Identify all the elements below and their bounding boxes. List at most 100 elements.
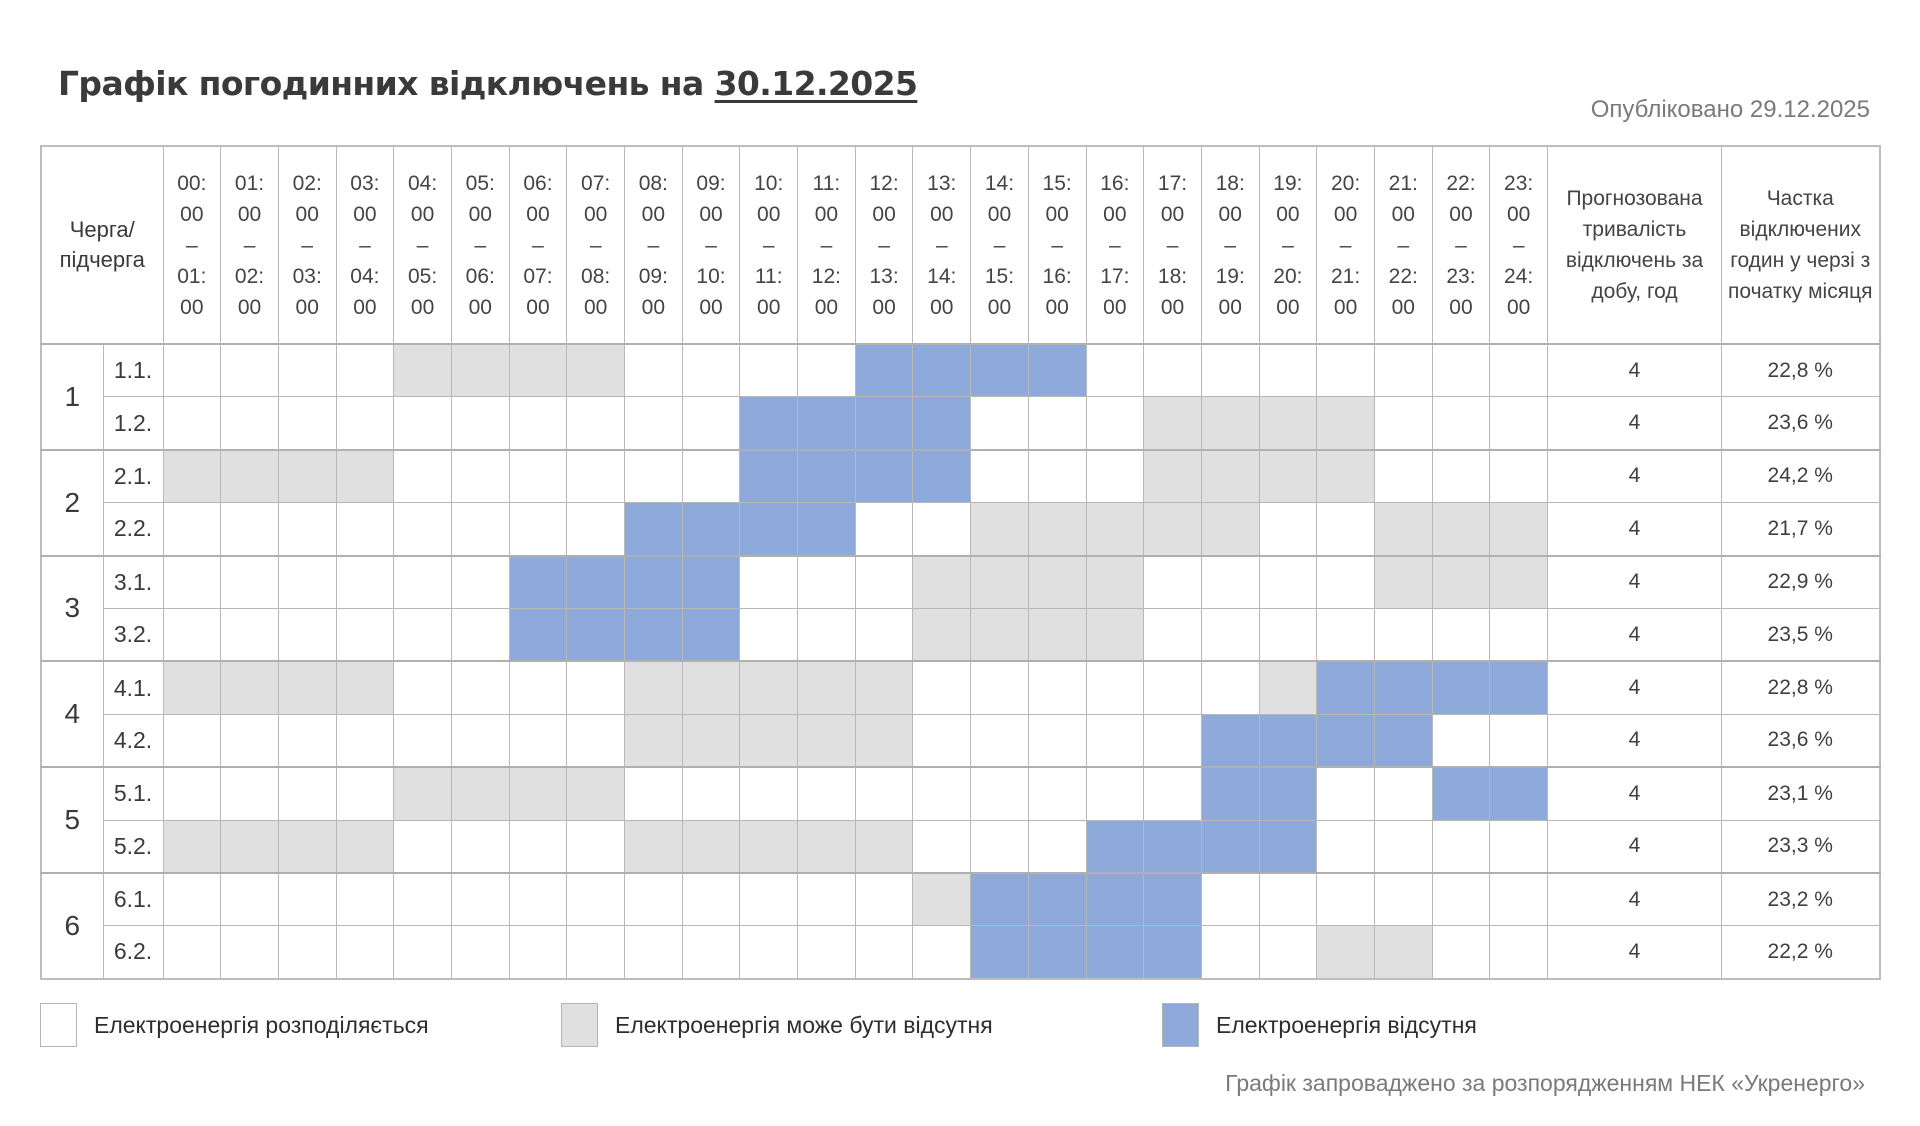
hour-header-part: –: [647, 233, 660, 257]
hour-header-part: 05:: [465, 171, 495, 195]
queue-header-line2: підчерга: [59, 247, 145, 272]
slot-cell-off: [1431, 660, 1491, 715]
duration-cell: 4: [1547, 502, 1722, 557]
duration-cell: 4: [1547, 766, 1722, 821]
subqueue-cell: 1.1.: [102, 343, 164, 398]
slot-cell-off: [1431, 766, 1491, 821]
slot-cell-off: [912, 396, 972, 451]
hour-header-18: 18: 00 – 19: 00: [1200, 145, 1260, 345]
hour-header-part: 02:: [292, 171, 322, 195]
slot-cell-available: [970, 660, 1029, 715]
hour-header-part: –: [532, 233, 544, 257]
slot-cell-available: [1027, 713, 1087, 768]
slot-cell-available: [162, 713, 222, 768]
hour-header-21: 21: 00 – 22: 00: [1373, 145, 1433, 345]
hour-header-1: 01: 00 – 02: 00: [220, 145, 279, 345]
slot-cell-available: [681, 448, 741, 504]
slot-cell-available: [854, 766, 914, 821]
hour-header-part: –: [762, 233, 775, 257]
slot-cell-available: [162, 871, 222, 927]
slot-cell-available: [624, 925, 683, 980]
slot-cell-available: [681, 396, 741, 451]
slot-cell-off: [854, 396, 914, 451]
hour-header-part: 00: [930, 295, 954, 319]
hour-header-14: 14: 00 – 15: 00: [970, 145, 1029, 345]
slot-cell-available: [1431, 607, 1491, 662]
hour-header-part: 00: [1506, 202, 1531, 226]
hour-header-part: 00: [1506, 295, 1531, 319]
slot-cell-available: [566, 502, 625, 557]
slot-cell-available: [393, 502, 452, 557]
slot-cell-maybe: [1258, 660, 1318, 715]
slot-cell-maybe: [335, 660, 395, 715]
hour-header-part: 00: [1103, 202, 1127, 226]
slot-cell-maybe: [393, 766, 452, 821]
slot-cell-off: [1316, 713, 1375, 768]
slot-cell-available: [335, 396, 395, 451]
slot-cell-off: [508, 607, 568, 662]
slot-cell-off: [1143, 819, 1202, 874]
slot-cell-maybe: [970, 502, 1029, 557]
slot-cell-available: [450, 925, 510, 980]
legend-label-off: Електроенергія відсутня: [1216, 1011, 1477, 1038]
slot-cell-available: [797, 607, 856, 662]
slot-cell-off: [1085, 871, 1145, 927]
slot-cell-maybe: [1373, 502, 1433, 557]
slot-cell-available: [508, 396, 568, 451]
hour-header-part: 08:: [638, 171, 668, 195]
hour-header-3: 03: 00 – 04: 00: [335, 145, 395, 345]
duration-cell: 4: [1547, 660, 1722, 715]
slot-cell-available: [566, 713, 625, 768]
slot-cell-available: [1143, 607, 1202, 662]
slot-cell-maybe: [162, 660, 222, 715]
hour-header-part: 19:: [1273, 171, 1303, 195]
slot-cell-available: [393, 819, 452, 874]
share-cell: 24,2 %: [1721, 448, 1880, 504]
slot-cell-available: [220, 502, 279, 557]
slot-cell-available: [1200, 554, 1260, 609]
hour-header-6: 06: 00 – 07: 00: [508, 145, 568, 345]
hour-header-part: 18:: [1215, 171, 1245, 195]
slot-cell-off: [1489, 766, 1548, 821]
slot-cell-off: [624, 607, 683, 662]
slot-cell-maybe: [912, 871, 972, 927]
hour-header-part: 00: [872, 295, 896, 319]
slot-cell-available: [1258, 925, 1318, 980]
duration-cell: 4: [1547, 819, 1722, 874]
slot-cell-available: [1143, 343, 1202, 398]
slot-cell-available: [912, 660, 972, 715]
slot-cell-maybe: [335, 448, 395, 504]
slot-cell-available: [335, 713, 395, 768]
table-row: 1 1.1. 4 22,8 %: [40, 343, 1880, 451]
share-cell: 23,6 %: [1721, 396, 1880, 451]
legend-item-off: Електроенергія відсутня: [1162, 1002, 1477, 1048]
slot-cell-available: [277, 713, 337, 768]
slot-cell-off: [1027, 871, 1087, 927]
hour-header-part: 23:: [1446, 264, 1476, 288]
slot-cell-available: [508, 819, 568, 874]
slot-cell-off: [912, 448, 972, 504]
table-row: 3.2. 4 23,5 %: [41, 607, 1880, 662]
table-row: 2 2.1. 4 24,2 %: [40, 448, 1880, 557]
footer-note: Графік запроваджено за розпорядженням НЕ…: [1225, 1070, 1865, 1096]
slot-cell-off: [1200, 713, 1260, 768]
slot-cell-off: [1258, 819, 1318, 874]
duration-cell: 4: [1547, 925, 1722, 980]
hour-header-part: 00: [1218, 295, 1242, 319]
slot-cell-available: [335, 502, 395, 557]
slot-cell-off: [854, 448, 914, 504]
slot-cell-off: [739, 448, 799, 504]
subqueue-cell: 6.1.: [102, 871, 164, 927]
slot-cell-available: [1085, 448, 1145, 504]
slot-cell-available: [854, 925, 914, 980]
slot-cell-maybe: [335, 819, 395, 874]
hour-header-part: –: [1397, 233, 1410, 257]
hour-header-part: –: [1339, 233, 1352, 257]
slot-cell-off: [1373, 713, 1433, 768]
slot-cell-maybe: [450, 343, 510, 398]
hour-header-part: 00: [987, 202, 1012, 226]
share-cell: 22,8 %: [1721, 660, 1880, 715]
slot-cell-available: [1489, 925, 1548, 980]
hour-header-part: –: [878, 233, 890, 257]
slot-cell-available: [220, 396, 279, 451]
